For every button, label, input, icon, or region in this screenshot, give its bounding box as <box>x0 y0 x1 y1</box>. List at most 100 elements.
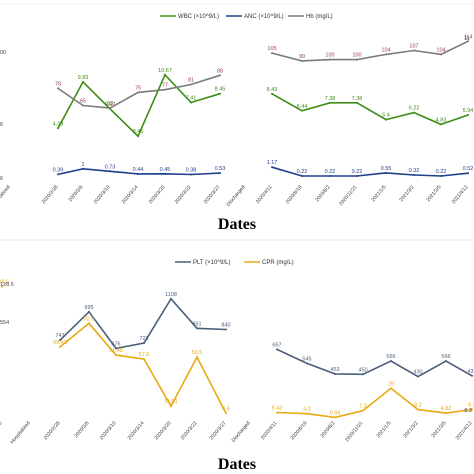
x-tick-label: Discharged <box>226 184 247 207</box>
data-label: 0.22 <box>352 169 363 175</box>
data-label: 114 <box>464 34 473 40</box>
data-label: 1108 <box>165 292 177 298</box>
data-point <box>417 408 419 411</box>
x-tick-label: 2021/3/2 <box>398 184 415 203</box>
x-tick-label: 2021/4/12 <box>451 184 470 205</box>
data-point <box>170 405 172 408</box>
x-tick-label: Discharged <box>231 420 252 443</box>
data-label: 104 <box>436 47 445 53</box>
x-tick-label: 2021/4/12 <box>455 420 474 441</box>
data-label: 128.5 <box>0 280 9 286</box>
data-label: 4.82 <box>441 406 452 412</box>
data-point <box>385 171 387 174</box>
data-label: 78 <box>55 81 61 87</box>
legend-label-cpr: CPR (mg/L) <box>262 260 294 266</box>
data-label: 0.22 <box>436 169 447 175</box>
data-label: 0.22 <box>297 169 308 175</box>
series-line <box>276 348 473 378</box>
data-label: 9.83 <box>78 75 89 81</box>
data-point <box>137 91 139 94</box>
legend-label-wbc: WBC (×10^9/L) <box>178 14 219 20</box>
x-tick-label: Hospitalized <box>9 420 31 445</box>
x-tick-label: 2020/3/6 <box>67 184 84 203</box>
data-label: 0.38 <box>186 168 197 174</box>
data-label: 107 <box>409 44 418 50</box>
data-point <box>467 114 469 116</box>
data-point <box>57 87 59 90</box>
data-point <box>301 109 303 112</box>
data-label: 3.45 <box>133 129 144 135</box>
data-label: 995 <box>84 305 93 311</box>
data-label: 437 <box>467 369 474 375</box>
data-point <box>417 375 419 378</box>
data-point <box>57 127 59 130</box>
data-point <box>115 347 117 350</box>
data-label: 8.2 <box>414 403 422 409</box>
data-point <box>1 285 3 288</box>
data-point <box>170 297 172 300</box>
series-line <box>276 387 473 419</box>
data-label: 11.51 <box>164 399 177 405</box>
data-label: 667 <box>272 342 281 348</box>
data-point <box>88 310 90 313</box>
data-label: 0.53 <box>215 166 226 172</box>
legend-label-anc: ANC (×10^9/L) <box>244 14 284 20</box>
xticks-bottom: 2020/2/25 Hospitalized 2020/2/28 2020/3/6 20… <box>0 420 474 445</box>
data-point <box>196 327 198 330</box>
data-label: 840 <box>221 323 230 329</box>
data-label: 5.42 <box>272 406 283 412</box>
data-label: 8.43 <box>267 87 278 93</box>
x-tick-label: 2021/1/5 <box>375 420 392 439</box>
series-line <box>271 93 469 126</box>
data-label: 8.3 <box>468 403 474 409</box>
data-label: 747 <box>55 333 64 339</box>
x-axis-title-bottom: Dates <box>218 456 256 473</box>
legend-label-plt: PLT (×10^9/L) <box>193 260 230 266</box>
data-point <box>109 170 111 173</box>
data-point <box>164 88 166 91</box>
x-tick-label: 2020/6/19 <box>285 184 304 205</box>
data-point <box>88 322 90 325</box>
x-tick-label: Hospitalized <box>0 184 12 209</box>
edge-data-label: 554 <box>0 320 9 326</box>
x-tick-label: 2020/3/10 <box>99 420 118 441</box>
data-label: 4.38 <box>53 121 64 127</box>
data-label: 4.83 <box>436 117 447 123</box>
data-point <box>356 58 358 61</box>
data-point <box>271 166 273 169</box>
data-point <box>190 101 192 104</box>
data-point <box>59 339 61 342</box>
data-label: 59.5 <box>192 350 203 356</box>
data-point <box>390 360 392 362</box>
x-tick-label: 2020/3/10 <box>93 184 112 205</box>
data-label: 6.44 <box>297 104 308 110</box>
x-tick-label: 2020/3/20 <box>148 184 167 205</box>
x-tick-label: 2020/2/25 <box>0 420 4 441</box>
legend-top: WBC (×10^9/L) ANC (×10^9/L) Hb (mg/L) <box>160 14 333 20</box>
x-tick-label: 2020/3/20 <box>154 420 173 441</box>
x-tick-label: 2020/2/28 <box>41 184 60 205</box>
data-point <box>271 92 273 95</box>
data-label: 77 <box>162 83 168 89</box>
data-point <box>390 387 392 390</box>
data-point <box>385 118 387 121</box>
data-label: 29 <box>388 381 394 387</box>
data-label: 99 <box>299 54 305 60</box>
x-tick-label: 2021/3/5 <box>430 420 447 439</box>
data-point <box>190 83 192 86</box>
data-label: 723 <box>139 336 148 342</box>
data-point <box>225 328 227 331</box>
data-label: 0.59 <box>330 410 341 416</box>
data-label: 566 <box>441 354 450 360</box>
edge-data-label: 00 <box>0 50 6 56</box>
data-label: 6.22 <box>409 106 420 112</box>
data-label: 1.17 <box>267 160 278 166</box>
x-tick-label: 2021/3/5 <box>425 184 442 203</box>
x-tick-label: 2020/2/28 <box>43 420 62 441</box>
data-label: 7.38 <box>352 96 363 102</box>
data-label: 4.2 <box>303 407 311 413</box>
data-point <box>82 80 84 83</box>
data-label: 5.4 <box>382 113 390 119</box>
data-point <box>219 172 221 175</box>
x-tick-label: 2020/4/11 <box>255 184 274 205</box>
